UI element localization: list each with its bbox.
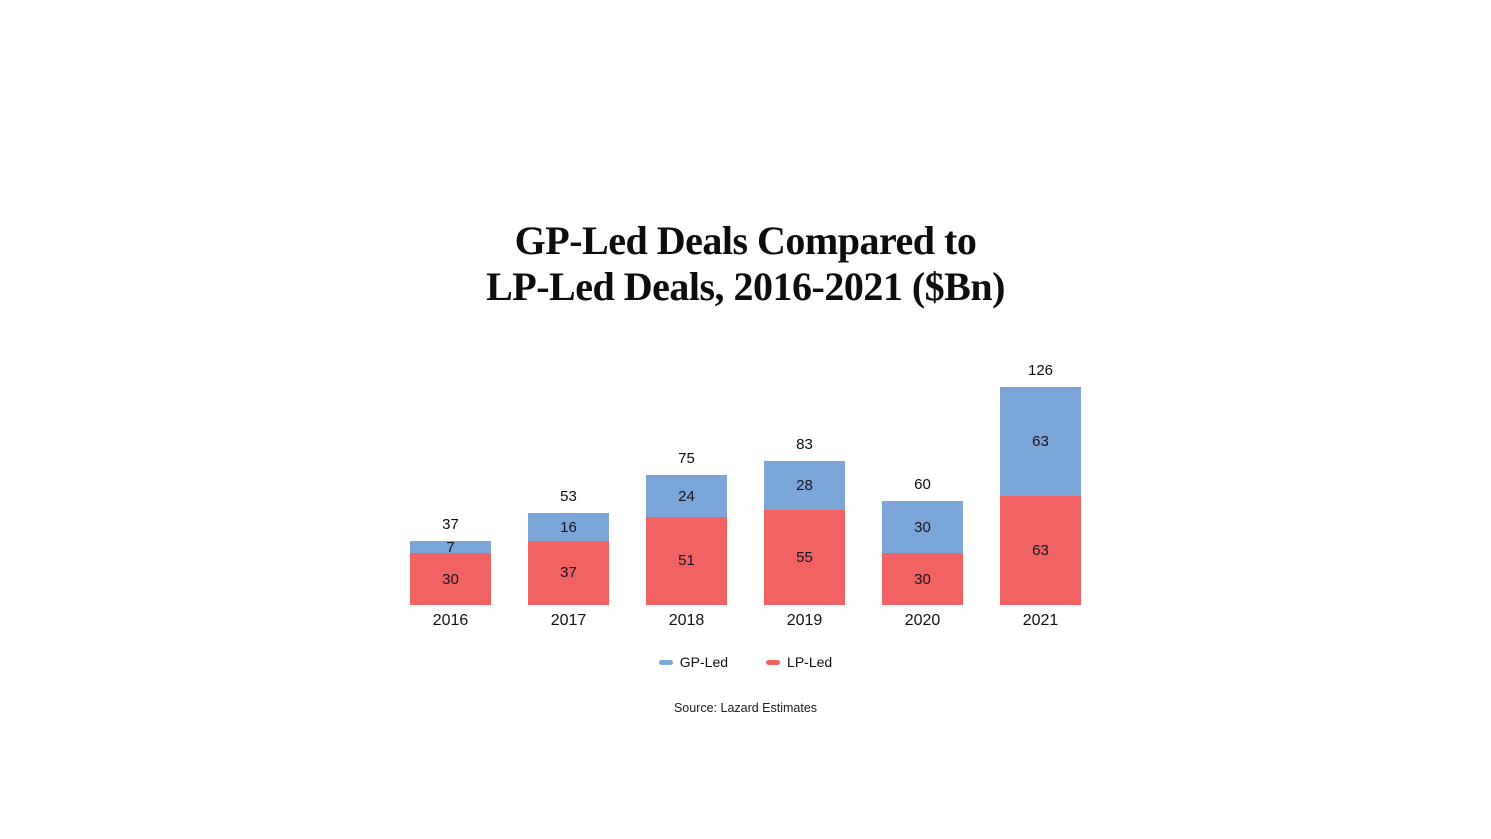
total-label-2018: 75 <box>678 450 695 468</box>
segment-gp-led-value-2017: 16 <box>560 518 577 536</box>
legend-item-gp-led: GP-Led <box>658 654 729 670</box>
legend-item-lp-led: LP-Led <box>766 655 832 669</box>
segment-lp-led-2019: 55 <box>764 509 845 605</box>
bar-2021: 63 63 <box>1000 387 1081 605</box>
segment-lp-led-value-2021: 63 <box>1032 542 1049 559</box>
x-tick-2018: 2018 <box>668 612 705 629</box>
segment-lp-led-2018: 51 <box>646 516 727 605</box>
segment-gp-led-2017: 16 <box>528 513 609 541</box>
bar-2017: 16 37 <box>528 513 609 605</box>
segment-gp-led-value-2021: 63 <box>1032 433 1049 450</box>
segment-gp-led-2020: 30 <box>882 501 963 554</box>
segment-gp-led-2016: 7 <box>410 538 491 556</box>
x-tick-2020: 2020 <box>904 612 941 629</box>
legend-label-lp-led: LP-Led <box>787 654 833 670</box>
bar-2018: 24 51 <box>646 475 727 605</box>
bar-2016: 7 30 <box>410 538 491 605</box>
legend-swatch-gp-led-icon <box>658 659 673 665</box>
segment-lp-led-2016: 30 <box>410 553 491 605</box>
segment-lp-led-2021: 63 <box>1000 496 1081 605</box>
segment-lp-led-2017: 37 <box>528 540 609 605</box>
segment-lp-led-value-2019: 55 <box>796 548 813 566</box>
segment-gp-led-value-2018: 24 <box>678 487 695 505</box>
chart-title: GP-Led Deals Compared to LP-Led Deals, 2… <box>0 218 1491 310</box>
segment-gp-led-2019: 28 <box>764 461 845 510</box>
total-label-2020: 60 <box>914 476 931 494</box>
x-tick-2017: 2017 <box>550 612 587 629</box>
segment-gp-led-2018: 24 <box>646 475 727 517</box>
segment-lp-led-value-2020: 30 <box>914 570 931 588</box>
segment-lp-led-value-2016: 30 <box>442 570 459 588</box>
total-label-2021: 126 <box>1027 362 1054 379</box>
source-note: Source: Lazard Estimates <box>673 701 818 715</box>
x-tick-2021: 2021 <box>1022 612 1059 629</box>
total-label-2017: 53 <box>560 488 577 506</box>
segment-gp-led-value-2020: 30 <box>914 518 931 536</box>
segment-lp-led-value-2018: 51 <box>678 552 695 570</box>
legend-label-gp-led: GP-Led <box>679 654 729 670</box>
chart-title-line2: LP-Led Deals, 2016-2021 ($Bn) <box>486 264 1005 309</box>
bar-2019: 28 55 <box>764 461 845 605</box>
chart-legend: GP-Led LP-Led <box>0 655 1491 669</box>
segment-lp-led-value-2017: 37 <box>560 564 577 582</box>
segment-gp-led-value-2016: 7 <box>446 538 455 556</box>
total-label-2019: 83 <box>796 436 813 454</box>
x-tick-2016: 2016 <box>432 612 469 629</box>
segment-gp-led-2021: 63 <box>1000 387 1081 496</box>
legend-swatch-lp-led-icon <box>766 659 781 665</box>
x-tick-2019: 2019 <box>786 612 823 629</box>
segment-lp-led-2020: 30 <box>882 553 963 605</box>
chart-title-line1: GP-Led Deals Compared to <box>514 218 977 263</box>
segment-gp-led-value-2019: 28 <box>796 477 813 495</box>
bar-2020: 30 30 <box>882 501 963 605</box>
total-label-2016: 37 <box>442 515 459 533</box>
